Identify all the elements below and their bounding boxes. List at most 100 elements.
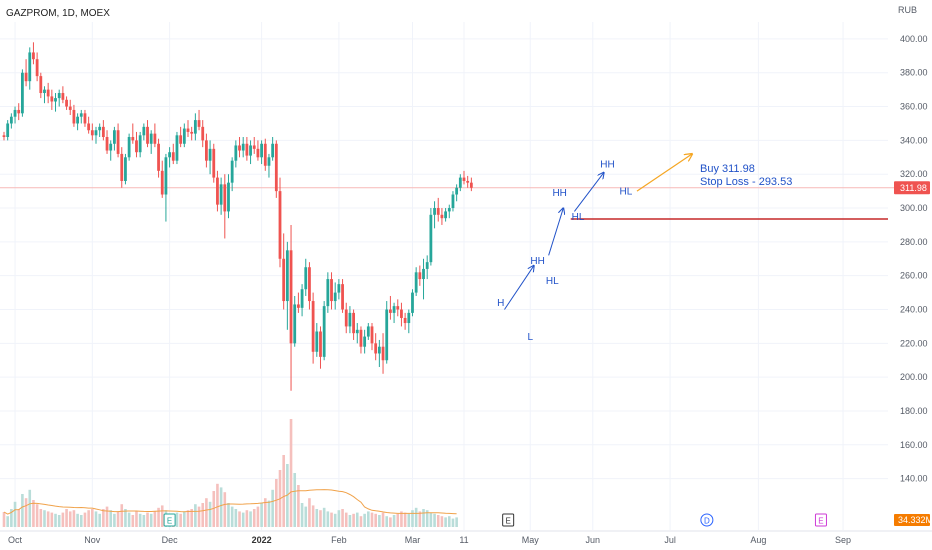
candle: [175, 131, 179, 165]
candle-body: [249, 145, 252, 156]
candle: [216, 170, 219, 212]
candle-body: [308, 267, 311, 302]
volume-bar: [160, 505, 164, 527]
candle: [72, 104, 76, 127]
volume-bar: [179, 513, 182, 527]
event-marker-d[interactable]: D: [700, 513, 714, 527]
last-price-value: 311.98: [900, 183, 927, 193]
trend-arrow-blue: [548, 208, 564, 256]
volume-bar: [149, 513, 153, 527]
volume-bar: [238, 511, 241, 527]
candle: [315, 323, 319, 357]
volume-bar: [21, 494, 24, 527]
candle-body: [462, 177, 466, 181]
candle: [171, 143, 175, 165]
candle: [429, 208, 433, 266]
candle: [13, 106, 17, 124]
y-tick-label: 240.00: [900, 305, 928, 315]
candle: [411, 289, 414, 317]
candle-body: [304, 267, 308, 290]
volume-bar: [113, 513, 116, 527]
event-marker-e[interactable]: E: [502, 513, 515, 527]
candle: [21, 69, 24, 117]
volume-bar: [234, 509, 238, 527]
candle-body: [348, 312, 352, 327]
candle: [462, 170, 466, 185]
volume-bar: [28, 489, 32, 527]
price-axis[interactable]: 140.00 160.00 180.00 200.00 220.00 240.00 260.…: [900, 34, 928, 484]
candle-body: [168, 152, 171, 158]
candle-body: [105, 137, 109, 151]
x-tick-label: Jul: [664, 535, 676, 545]
candle-body: [271, 143, 275, 158]
volume-bar: [6, 516, 9, 527]
candle-body: [374, 343, 378, 354]
candle-body: [205, 140, 208, 161]
volume-bar: [436, 515, 440, 527]
candle-body: [344, 309, 348, 327]
candle-body: [43, 89, 46, 94]
volume-moving-average-line: [3, 489, 457, 515]
volume-bar: [370, 512, 374, 527]
candle-body: [238, 145, 241, 151]
candle: [28, 47, 32, 90]
pivot-label: HH: [530, 256, 544, 267]
volume-bar: [230, 506, 234, 527]
buy-price-note: Buy 311.98: [700, 163, 755, 175]
time-axis[interactable]: Oct Nov Dec 2022 Feb Mar 11 May Jun Jul Aug Sep: [0, 530, 932, 545]
candle: [355, 323, 359, 344]
candle: [87, 116, 91, 134]
candle: [337, 279, 341, 300]
volume-bar: [109, 510, 113, 527]
candle: [113, 126, 116, 151]
candle-body: [392, 306, 396, 313]
candle: [263, 138, 267, 171]
candle-body: [54, 98, 57, 102]
candle: [308, 262, 311, 310]
volume-bar: [197, 506, 201, 527]
volume-bar: [87, 510, 90, 527]
volume-bar: [65, 509, 68, 527]
candle-body: [24, 72, 28, 82]
volume-bar: [359, 516, 363, 527]
volume-bar: [157, 507, 160, 527]
candle: [363, 329, 367, 354]
volume-bar: [223, 492, 227, 527]
candle: [65, 96, 68, 110]
candle-body: [153, 133, 157, 144]
candle-body: [400, 309, 403, 318]
candle: [223, 174, 227, 239]
candle-body: [425, 262, 429, 269]
event-marker-e[interactable]: E: [814, 513, 827, 527]
candle-body: [83, 113, 87, 124]
candle: [149, 130, 153, 154]
candle-body: [127, 137, 131, 158]
candle-body: [311, 301, 315, 352]
trend-arrow-blue: [574, 173, 603, 212]
candle: [274, 140, 278, 198]
volume-bar: [76, 513, 79, 527]
earnings-icon: [163, 513, 176, 527]
candle-body: [6, 123, 10, 138]
volume-bar: [341, 509, 344, 527]
candle-body: [197, 120, 201, 127]
volume-bar: [91, 509, 94, 527]
candle: [444, 208, 447, 222]
volume-bar: [337, 510, 341, 527]
volume-bar: [374, 513, 377, 527]
candle: [241, 137, 245, 158]
volume-bar: [208, 501, 212, 527]
candle-body: [216, 177, 219, 205]
candle: [249, 140, 252, 165]
volume-bar: [422, 509, 425, 527]
candle: [469, 177, 473, 192]
volume-bar: [83, 512, 87, 527]
candle: [407, 309, 411, 334]
event-marker-e[interactable]: E: [163, 513, 176, 527]
y-tick-label: 220.00: [900, 338, 928, 348]
dividend-icon: [700, 513, 714, 527]
volume-bars: [2, 419, 458, 527]
candle-body: [458, 177, 462, 188]
